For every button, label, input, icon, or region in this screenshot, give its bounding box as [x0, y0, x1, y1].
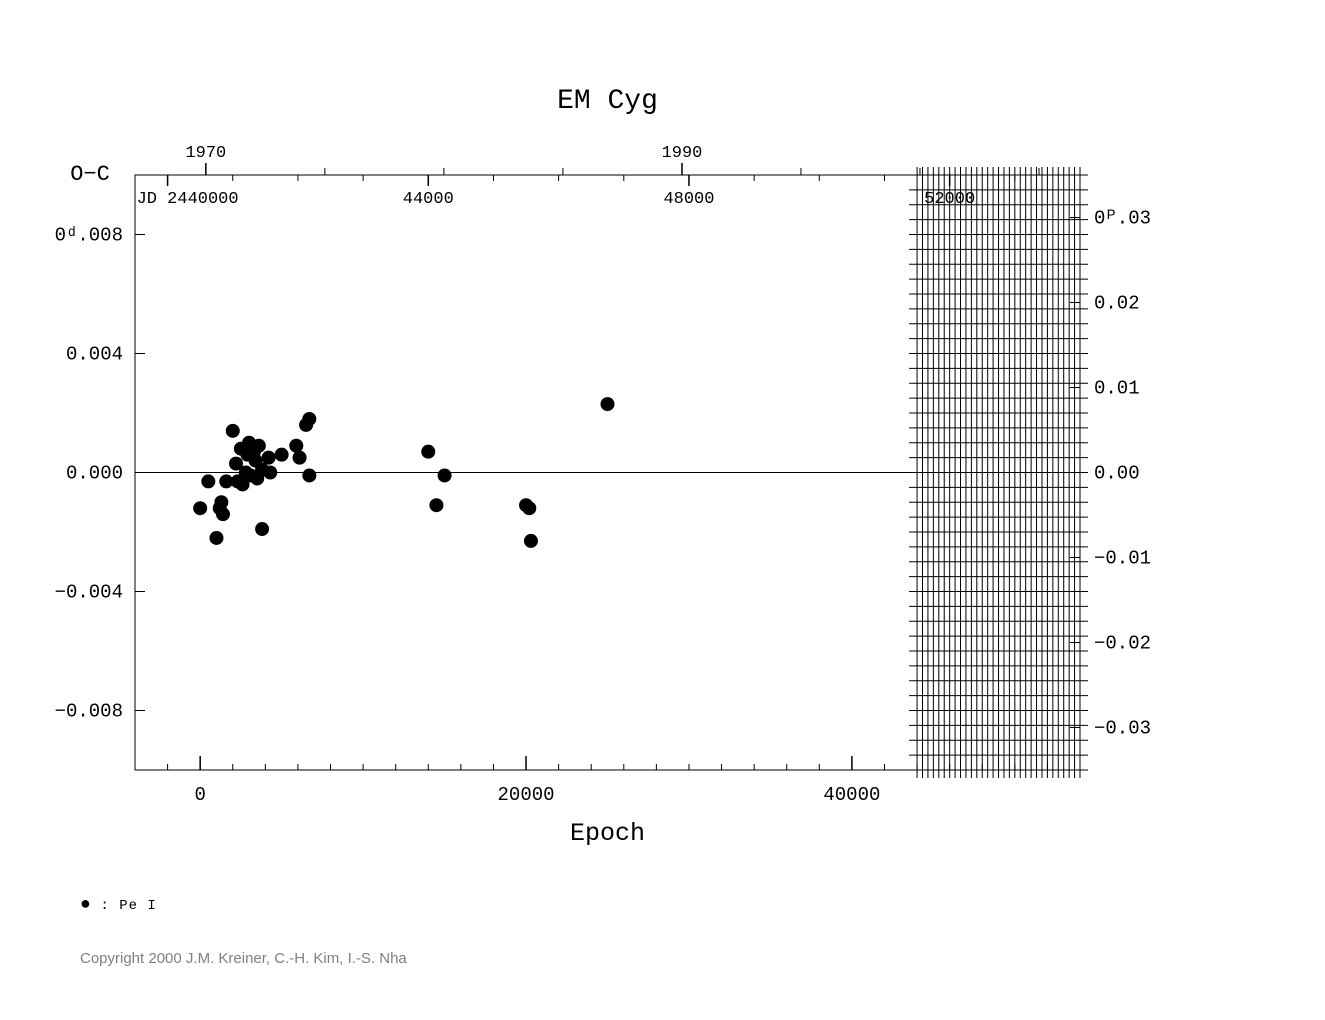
right-tick-label: −0.01 — [1094, 548, 1151, 570]
data-point — [302, 412, 316, 426]
right-tick-label: 0.00 — [1094, 463, 1140, 485]
data-point — [421, 445, 435, 459]
data-point — [289, 439, 303, 453]
right-tick-label: −0.02 — [1094, 633, 1151, 655]
data-point — [193, 501, 207, 515]
top-year-label: 1970 — [185, 144, 226, 163]
copyright: Copyright 2000 J.M. Kreiner, C.-H. Kim, … — [80, 950, 407, 967]
oc-scatter-chart: EM CygO−C−0.008−0.0040.0000.0040ᵈ.008−0.… — [0, 0, 1325, 1020]
data-point — [302, 468, 316, 482]
legend: ● : Pe I — [80, 895, 157, 915]
legend-text: : Pe I — [100, 898, 156, 914]
data-point — [226, 424, 240, 438]
data-point — [601, 397, 615, 411]
data-point — [293, 451, 307, 465]
chart-container: EM CygO−C−0.008−0.0040.0000.0040ᵈ.008−0.… — [0, 0, 1325, 1020]
data-point — [438, 468, 452, 482]
left-tick-label: −0.008 — [55, 701, 123, 723]
left-tick-label: 0.000 — [66, 463, 123, 485]
top-jd-label: 52000 — [924, 190, 975, 209]
left-tick-label: −0.004 — [55, 582, 123, 604]
chart-title: EM Cyg — [557, 86, 658, 117]
data-point — [201, 474, 215, 488]
data-point — [522, 501, 536, 515]
top-year-label: 1990 — [662, 144, 703, 163]
top-jd-label: 48000 — [663, 190, 714, 209]
data-point — [209, 531, 223, 545]
data-point — [263, 466, 277, 480]
data-point — [275, 448, 289, 462]
jd-prefix-label: JD 2440000 — [137, 190, 239, 209]
bottom-tick-label: 40000 — [823, 784, 880, 806]
right-tick-label: 0.02 — [1094, 293, 1140, 315]
left-tick-label: 0.004 — [66, 344, 123, 366]
data-point — [262, 451, 276, 465]
top-jd-label: 44000 — [403, 190, 454, 209]
data-point — [214, 495, 228, 509]
left-axis-label: O−C — [70, 162, 110, 187]
data-point — [216, 507, 230, 521]
data-point — [429, 498, 443, 512]
data-point — [252, 439, 266, 453]
left-tick-label: 0ᵈ.008 — [55, 225, 123, 247]
bottom-tick-label: 20000 — [498, 784, 555, 806]
data-point — [255, 522, 269, 536]
bottom-tick-label: 0 — [194, 784, 205, 806]
data-point — [524, 534, 538, 548]
right-tick-label: −0.03 — [1094, 718, 1151, 740]
right-tick-label: 0.01 — [1094, 378, 1140, 400]
bottom-axis-label: Epoch — [570, 819, 645, 848]
right-tick-label: 0ᴾ.03 — [1094, 208, 1151, 230]
